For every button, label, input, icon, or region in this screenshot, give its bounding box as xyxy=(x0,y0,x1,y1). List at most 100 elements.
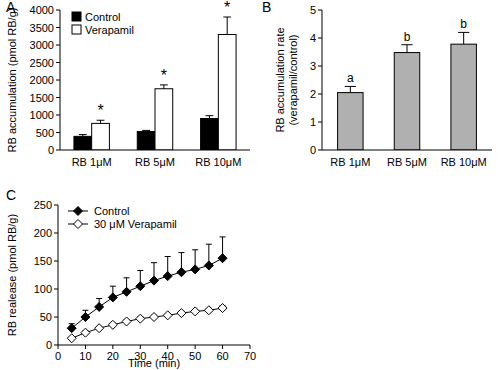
y-tick xyxy=(56,27,60,28)
x-tick-label: 60 xyxy=(216,350,228,362)
error-bar xyxy=(97,120,105,123)
legend-label: Control xyxy=(94,205,129,217)
x-axis xyxy=(322,150,492,151)
line xyxy=(72,308,223,338)
marker xyxy=(163,311,172,320)
y-axis xyxy=(58,205,59,345)
x-tick-label: RB 5μM xyxy=(135,156,175,168)
legend-marker xyxy=(74,220,83,229)
y-tick xyxy=(56,62,60,63)
error-cap xyxy=(137,270,143,271)
y-tick-label: 1000 xyxy=(30,109,54,121)
x-axis xyxy=(58,345,250,346)
bar xyxy=(201,119,219,151)
y-tick-label: 250 xyxy=(34,199,52,211)
error-cap xyxy=(97,120,105,121)
x-tick xyxy=(112,345,113,349)
error-cap xyxy=(206,244,212,245)
annotation: * xyxy=(161,67,167,84)
y-tick-label: 4 xyxy=(310,32,316,44)
figure: ***RB 1μMRB 5μMRB 10μM050010001500200025… xyxy=(0,0,500,370)
panel-label: A xyxy=(6,0,16,15)
marker xyxy=(204,261,213,270)
y-tick-label: 5 xyxy=(310,4,316,16)
marker xyxy=(81,313,90,322)
error-cap xyxy=(82,310,88,311)
x-tick-label: RB 1μM xyxy=(72,156,112,168)
y-tick xyxy=(318,66,322,67)
x-tick xyxy=(250,345,251,349)
y-tick xyxy=(54,233,58,234)
bar xyxy=(74,136,92,150)
marker xyxy=(191,307,200,316)
panel-label: B xyxy=(262,0,271,15)
marker xyxy=(177,268,186,277)
annotation: b xyxy=(404,30,411,44)
x-tick-label: RB 10μM xyxy=(195,156,241,168)
marker xyxy=(81,328,90,337)
error-cap xyxy=(401,44,412,45)
bar xyxy=(92,123,110,150)
legend-swatch xyxy=(72,25,81,34)
y-axis-label: RB realease (pmol RB/g) xyxy=(6,214,18,336)
bar xyxy=(338,93,364,150)
error-bar xyxy=(142,130,150,131)
bar xyxy=(394,53,420,150)
y-axis xyxy=(322,10,323,150)
panel-A: ***RB 1μMRB 5μMRB 10μM050010001500200025… xyxy=(6,0,250,168)
error-cap xyxy=(124,277,130,278)
error-cap xyxy=(220,236,226,237)
error-bar xyxy=(345,86,356,92)
error-bar xyxy=(160,85,168,89)
marker xyxy=(136,314,145,323)
x-tick xyxy=(140,345,141,349)
y-tick-label: 3000 xyxy=(30,39,54,51)
x-axis-label: Time (min) xyxy=(128,357,180,369)
x-tick-label: 10 xyxy=(79,350,91,362)
x-tick-label: RB 1μM xyxy=(330,156,370,168)
x-tick xyxy=(222,345,223,349)
x-tick-label: 50 xyxy=(189,350,201,362)
error-bar xyxy=(206,116,214,119)
error-stem xyxy=(407,45,408,53)
y-tick xyxy=(318,122,322,123)
error-cap xyxy=(151,262,157,263)
y-tick xyxy=(318,10,322,11)
marker xyxy=(177,309,186,318)
plot-area xyxy=(67,237,227,343)
error-cap xyxy=(160,84,168,85)
x-tick-label: 70 xyxy=(244,350,256,362)
y-tick xyxy=(54,261,58,262)
y-tick-label: 2500 xyxy=(30,57,54,69)
x-tick xyxy=(58,345,59,349)
marker xyxy=(122,317,131,326)
error-cap xyxy=(458,32,469,33)
marker xyxy=(150,276,159,285)
error-bar xyxy=(401,45,412,53)
x-tick xyxy=(85,345,86,349)
y-tick-label: 3500 xyxy=(30,22,54,34)
y-tick xyxy=(56,97,60,98)
legend-label: Control xyxy=(85,11,120,23)
y-tick-label: 2 xyxy=(310,88,316,100)
annotation: * xyxy=(224,0,230,16)
y-tick xyxy=(318,38,322,39)
y-tick xyxy=(54,289,58,290)
y-tick-label: 100 xyxy=(34,283,52,295)
x-tick xyxy=(195,345,196,349)
x-tick-label: 0 xyxy=(55,350,61,362)
y-tick xyxy=(54,205,58,206)
legend-marker xyxy=(74,207,83,216)
y-axis-label: (verapamil/control) xyxy=(287,34,299,125)
error-bar xyxy=(458,32,469,44)
y-tick-label: 500 xyxy=(36,127,54,139)
y-tick xyxy=(56,10,60,11)
bar xyxy=(155,89,173,150)
y-tick-label: 0 xyxy=(310,144,316,156)
marker xyxy=(108,293,117,302)
y-tick-label: 0 xyxy=(46,339,52,351)
error-cap xyxy=(142,130,150,131)
y-tick xyxy=(54,345,58,346)
legend-label: 30 μM Verapamil xyxy=(94,218,177,230)
y-tick xyxy=(56,45,60,46)
